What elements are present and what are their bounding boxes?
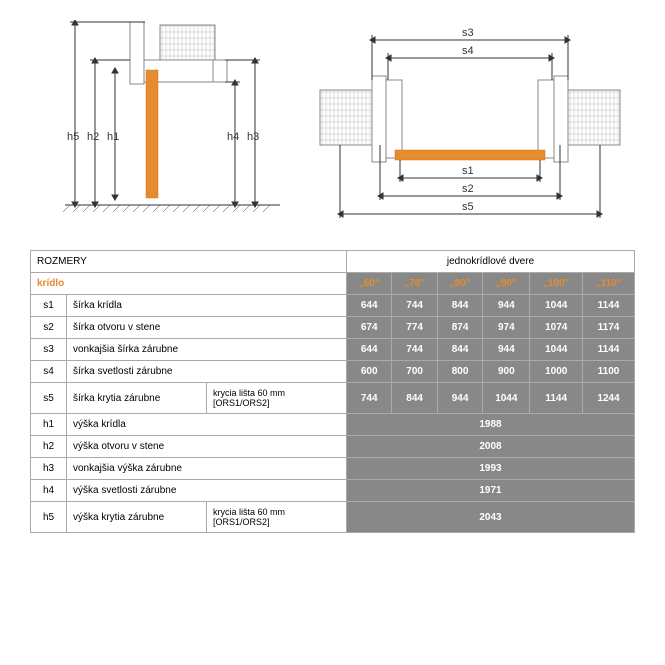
row-label: šírka otvoru v stene [67, 317, 347, 339]
table-kridlo-row: krídlo „60" „70" „80" „90" „100" „110" [31, 273, 635, 295]
diagram-plan: s3 s4 s1 s2 s5 [310, 20, 630, 230]
value-cell: 674 [347, 317, 392, 339]
size-100: „100" [530, 273, 583, 295]
size-60: „60" [347, 273, 392, 295]
span-value: 1971 [347, 480, 635, 502]
dim-s5: s5 [462, 201, 474, 213]
row-code: s4 [31, 361, 67, 383]
value-cell: 1144 [583, 339, 635, 361]
dim-s3: s3 [462, 27, 474, 39]
value-cell: 800 [437, 361, 482, 383]
size-90: „90" [483, 273, 530, 295]
table-row-s: s5 šírka krytia zárubne krycia lišta 60 … [31, 383, 635, 414]
value-cell: 774 [392, 317, 437, 339]
row-code: h4 [31, 480, 67, 502]
table-row-h: h4 výška svetlosti zárubne 1971 [31, 480, 635, 502]
table-row-s: s2 šírka otvoru v stene 6747748749741074… [31, 317, 635, 339]
table-header-row: ROZMERY jednokrídlové dvere [31, 251, 635, 273]
span-value: 2043 [347, 502, 635, 533]
value-cell: 744 [347, 383, 392, 414]
extra-cell: krycia lišta 60 mm [ORS1/ORS2] [207, 383, 347, 414]
dimensions-table-container: ROZMERY jednokrídlové dvere krídlo „60" … [0, 240, 665, 543]
span-value: 1988 [347, 414, 635, 436]
header-rozmery: ROZMERY [31, 251, 347, 273]
header-door-type: jednokrídlové dvere [347, 251, 635, 273]
dim-s2: s2 [462, 183, 474, 195]
dim-h4: h4 [227, 131, 239, 143]
value-cell: 844 [392, 383, 437, 414]
row-code: s3 [31, 339, 67, 361]
row-code: s1 [31, 295, 67, 317]
value-cell: 700 [392, 361, 437, 383]
value-cell: 874 [437, 317, 482, 339]
value-cell: 1174 [583, 317, 635, 339]
dim-h2: h2 [87, 131, 99, 143]
value-cell: 844 [437, 295, 482, 317]
value-cell: 1074 [530, 317, 583, 339]
row-label: šírka krytia zárubne [67, 383, 207, 414]
diagrams-container: h5 h2 h1 h4 h3 [0, 0, 665, 240]
table-row-s: s1 šírka krídla 64474484494410441144 [31, 295, 635, 317]
size-80: „80" [437, 273, 482, 295]
row-label: výška krytia zárubne [67, 502, 207, 533]
table-row-h: h3 vonkajšia výška zárubne 1993 [31, 458, 635, 480]
value-cell: 1000 [530, 361, 583, 383]
value-cell: 944 [483, 339, 530, 361]
value-cell: 1044 [530, 295, 583, 317]
row-code: h2 [31, 436, 67, 458]
value-cell: 900 [483, 361, 530, 383]
value-cell: 744 [392, 339, 437, 361]
table-row-h: h2 výška otvoru v stene 2008 [31, 436, 635, 458]
row-code: s5 [31, 383, 67, 414]
size-110: „110" [583, 273, 635, 295]
value-cell: 974 [483, 317, 530, 339]
value-cell: 1144 [583, 295, 635, 317]
table-row-h: h1 výška krídla 1988 [31, 414, 635, 436]
size-70: „70" [392, 273, 437, 295]
value-cell: 644 [347, 339, 392, 361]
span-value: 1993 [347, 458, 635, 480]
value-cell: 1100 [583, 361, 635, 383]
value-cell: 1144 [530, 383, 583, 414]
dim-h3: h3 [247, 131, 259, 143]
value-cell: 844 [437, 339, 482, 361]
table-row-s: s3 vonkajšia šírka zárubne 6447448449441… [31, 339, 635, 361]
value-cell: 944 [483, 295, 530, 317]
table-row-s: s4 šírka svetlosti zárubne 6007008009001… [31, 361, 635, 383]
value-cell: 1044 [530, 339, 583, 361]
dim-h1: h1 [107, 131, 119, 143]
span-value: 2008 [347, 436, 635, 458]
value-cell: 944 [437, 383, 482, 414]
dim-h5: h5 [67, 131, 79, 143]
row-code: h5 [31, 502, 67, 533]
value-cell: 644 [347, 295, 392, 317]
row-label: výška otvoru v stene [67, 436, 347, 458]
dim-s4: s4 [462, 45, 474, 57]
diagram-elevation: h5 h2 h1 h4 h3 [30, 20, 290, 230]
dim-s1: s1 [462, 165, 474, 177]
row-label: vonkajšia výška zárubne [67, 458, 347, 480]
row-label: výška svetlosti zárubne [67, 480, 347, 502]
row-label: šírka krídla [67, 295, 347, 317]
kridlo-label: krídlo [31, 273, 347, 295]
value-cell: 1044 [483, 383, 530, 414]
value-cell: 600 [347, 361, 392, 383]
value-cell: 1244 [583, 383, 635, 414]
dimensions-table: ROZMERY jednokrídlové dvere krídlo „60" … [30, 250, 635, 533]
row-label: výška krídla [67, 414, 347, 436]
extra-cell: krycia lišta 60 mm [ORS1/ORS2] [207, 502, 347, 533]
row-label: šírka svetlosti zárubne [67, 361, 347, 383]
table-row-h: h5 výška krytia zárubne krycia lišta 60 … [31, 502, 635, 533]
row-code: h3 [31, 458, 67, 480]
row-code: h1 [31, 414, 67, 436]
row-code: s2 [31, 317, 67, 339]
value-cell: 744 [392, 295, 437, 317]
row-label: vonkajšia šírka zárubne [67, 339, 347, 361]
